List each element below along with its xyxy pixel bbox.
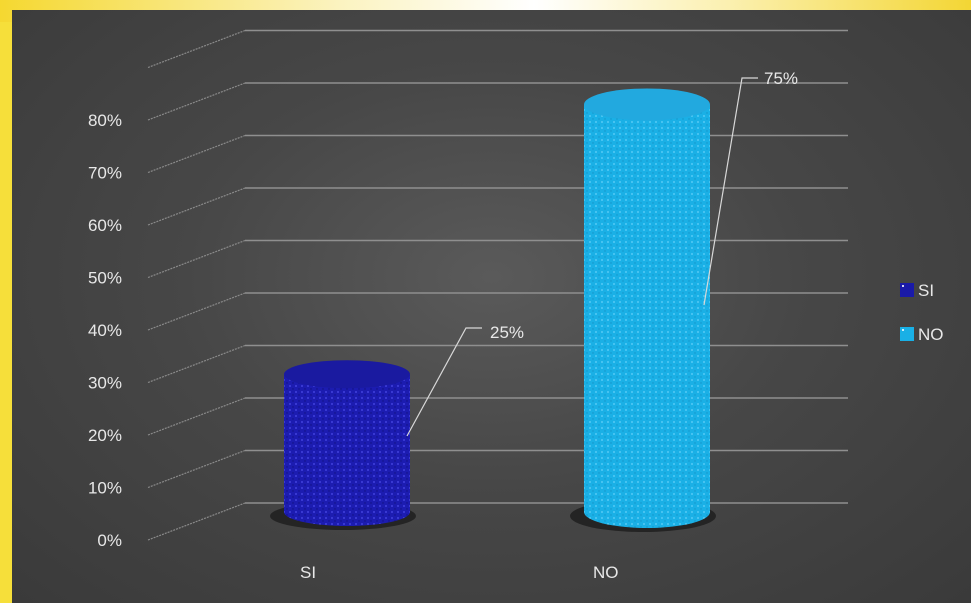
legend: SI NO (900, 281, 944, 344)
gridline-diagonal (147, 187, 246, 226)
y-tick-label: 30% (88, 374, 122, 393)
gridline-diagonal (147, 502, 246, 541)
leader-line (703, 77, 758, 306)
leader-line (406, 327, 482, 437)
data-label: 25% (490, 323, 524, 342)
y-tick-label: 80% (88, 111, 122, 130)
y-tick-label: 40% (88, 321, 122, 340)
chart-area (12, 10, 971, 603)
y-tick-label: 0% (97, 531, 122, 550)
legend-label: NO (918, 325, 944, 344)
y-tick-label: 60% (88, 216, 122, 235)
legend-label: SI (918, 281, 934, 300)
gridline-diagonal (147, 449, 246, 489)
y-tick-label: 10% (88, 479, 122, 498)
bars (270, 88, 716, 532)
gridline-diagonal (147, 134, 246, 174)
data-labels: 25% 75% (406, 69, 798, 437)
gridline-diagonal (147, 29, 246, 69)
data-label: 75% (764, 69, 798, 88)
y-tick-label: 70% (88, 164, 122, 183)
gridline-diagonal (147, 344, 246, 384)
x-axis-ticks: SI NO (300, 563, 619, 582)
bar-no (570, 88, 716, 532)
y-tick-label: 50% (88, 269, 122, 288)
x-tick-label: NO (593, 563, 619, 582)
gridline-diagonal (147, 292, 246, 331)
gridline-diagonal (147, 397, 246, 436)
gridline-diagonal (147, 239, 246, 279)
gridlines (147, 29, 848, 541)
x-tick-label: SI (300, 563, 316, 582)
y-axis-ticks: 0% 10% 20% 30% 40% 50% 60% 70% 80% (88, 111, 122, 550)
y-tick-label: 20% (88, 426, 122, 445)
bar-si (270, 360, 416, 530)
gridline-diagonal (147, 82, 246, 121)
